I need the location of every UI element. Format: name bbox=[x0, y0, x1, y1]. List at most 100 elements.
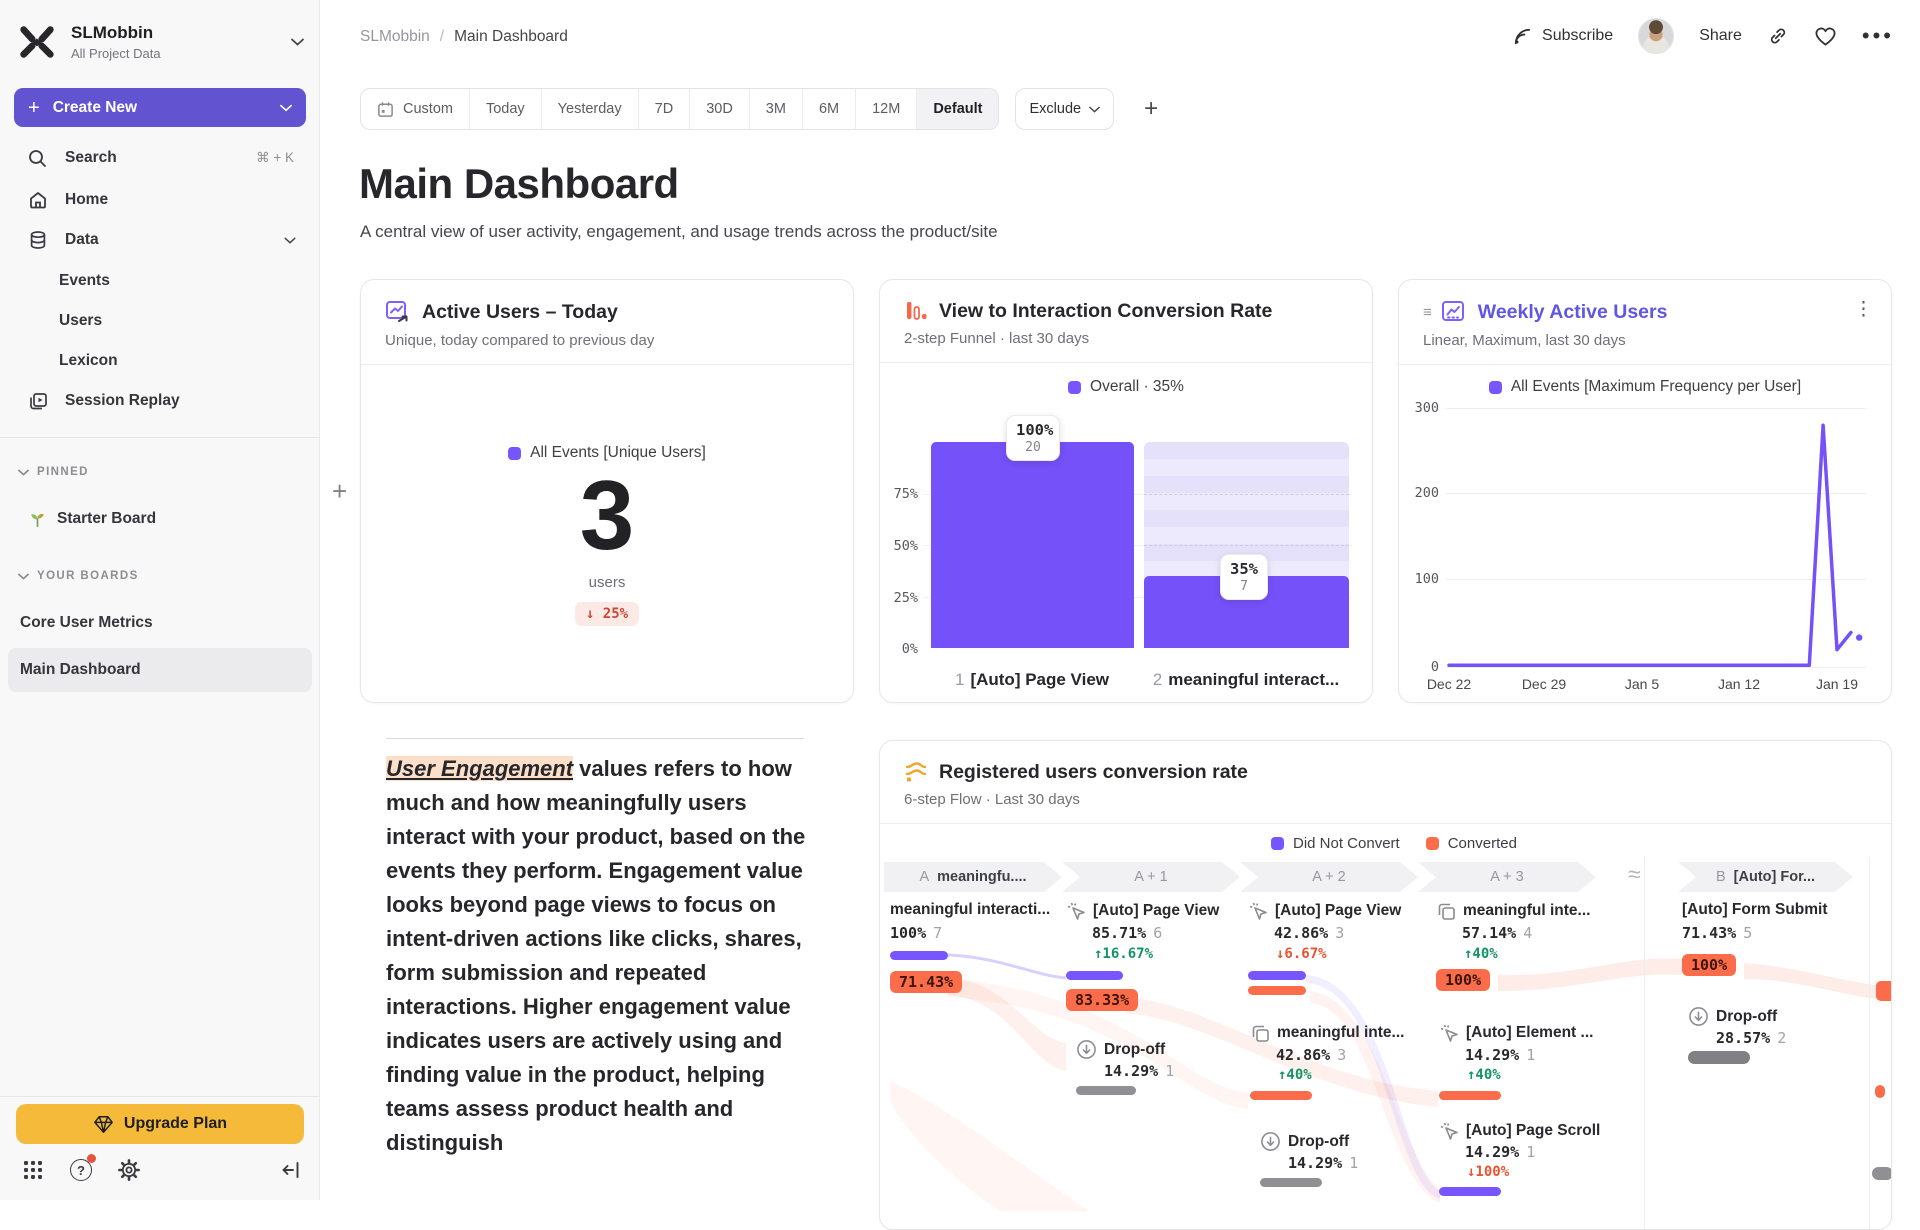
flow-node-stats: 57.14% 4 bbox=[1462, 924, 1533, 942]
flow-node-title[interactable]: meaningful inte... bbox=[1250, 1023, 1404, 1043]
text-note-card[interactable]: User Engagement values refers to how muc… bbox=[386, 752, 810, 1160]
did-not-convert-bar[interactable] bbox=[1066, 971, 1123, 980]
flow-node-title[interactable]: [Auto] Form Submit bbox=[1682, 901, 1828, 918]
sidebar-item-events[interactable]: Events bbox=[8, 262, 312, 300]
sidebar-item-core-user-metrics[interactable]: Core User Metrics bbox=[8, 604, 312, 642]
flow-node-title[interactable]: Drop-off bbox=[1260, 1131, 1349, 1152]
chevron-down-icon bbox=[291, 38, 304, 46]
add-card-button[interactable]: + bbox=[332, 476, 348, 506]
more-menu-icon[interactable]: ••• bbox=[1861, 23, 1894, 48]
your-boards-section-header[interactable]: YOUR BOARDS bbox=[18, 566, 298, 586]
subscribe-button[interactable]: Subscribe bbox=[1512, 26, 1613, 47]
workspace-switcher[interactable]: SLMobbin All Project Data bbox=[16, 16, 304, 68]
data-label: Data bbox=[65, 231, 99, 248]
apps-grid-icon[interactable] bbox=[20, 1157, 46, 1183]
sidebar-item-lexicon[interactable]: Lexicon bbox=[8, 342, 312, 380]
tab-12m[interactable]: 12M bbox=[856, 89, 918, 129]
flow-node-title[interactable]: meaningful inte... bbox=[1436, 901, 1590, 921]
add-date-range-button[interactable]: + bbox=[1144, 95, 1159, 122]
sidebar-item-session-replay[interactable]: Session Replay bbox=[8, 382, 312, 420]
tab-30d[interactable]: 30D bbox=[690, 89, 750, 129]
flow-column-header-a2[interactable]: A + 2 bbox=[1240, 862, 1418, 892]
flow-node-title[interactable]: Drop-off bbox=[1688, 1006, 1777, 1027]
funnel-bar-step-2-background[interactable] bbox=[1144, 442, 1349, 648]
legend-swatch bbox=[1488, 380, 1502, 394]
tab-yesterday[interactable]: Yesterday bbox=[542, 89, 639, 129]
your-boards-label: YOUR BOARDS bbox=[37, 570, 139, 582]
sidebar-item-main-dashboard[interactable]: Main Dashboard bbox=[8, 648, 312, 692]
exclude-dropdown[interactable]: Exclude bbox=[1015, 88, 1115, 130]
converted-badge[interactable]: 100% bbox=[1436, 969, 1491, 991]
converted-bar[interactable] bbox=[1248, 986, 1306, 995]
tab-default[interactable]: Default bbox=[917, 89, 999, 129]
drop-off-bar[interactable] bbox=[1688, 1051, 1750, 1064]
wau-line-chart[interactable] bbox=[1399, 280, 1893, 704]
drop-off-bar[interactable] bbox=[1260, 1178, 1322, 1187]
flow-node-title[interactable]: [Auto] Element ... bbox=[1439, 1023, 1593, 1043]
card-title[interactable]: Registered users conversion rate bbox=[939, 760, 1248, 783]
kebab-menu-icon[interactable]: ⋮ bbox=[1854, 299, 1873, 320]
legend: Overall · 35% bbox=[880, 378, 1372, 396]
favorite-heart-icon[interactable] bbox=[1814, 26, 1837, 47]
sidebar-item-users[interactable]: Users bbox=[8, 302, 312, 340]
card-subtitle: Unique, today compared to previous day bbox=[385, 332, 655, 349]
breadcrumb: SLMobbin / Main Dashboard bbox=[360, 28, 568, 46]
did-not-convert-bar[interactable] bbox=[890, 951, 948, 960]
share-button[interactable]: Share bbox=[1699, 27, 1742, 45]
card-weekly-active-users: ≡ Weekly Active Users Linear, Maximum, l… bbox=[1398, 279, 1892, 703]
sidebar-item-data[interactable]: Data bbox=[8, 221, 312, 259]
core-user-metrics-label: Core User Metrics bbox=[20, 614, 153, 631]
sidebar-item-home[interactable]: Home bbox=[8, 181, 312, 219]
flow-node-title[interactable]: Drop-off bbox=[1076, 1039, 1165, 1060]
flow-column-header-a[interactable]: A meaningfu.... bbox=[884, 862, 1062, 892]
flow-column-header-b[interactable]: B [Auto] For... bbox=[1678, 862, 1853, 892]
legend: All Events [Maximum Frequency per User] bbox=[1399, 378, 1891, 396]
flow-node-title[interactable]: meaningful interacti... bbox=[890, 901, 1051, 918]
did-not-convert-bar[interactable] bbox=[1439, 1187, 1501, 1196]
avatar[interactable] bbox=[1638, 18, 1675, 54]
drop-off-bar[interactable] bbox=[1076, 1086, 1136, 1095]
pinned-label: PINNED bbox=[37, 466, 89, 478]
help-icon[interactable]: ? bbox=[68, 1154, 96, 1183]
flow-column-header-a3[interactable]: A + 3 bbox=[1418, 862, 1596, 892]
settings-gear-icon[interactable] bbox=[116, 1157, 142, 1183]
breadcrumb-page[interactable]: Main Dashboard bbox=[454, 28, 568, 45]
flow-node-title[interactable]: [Auto] Page View bbox=[1066, 901, 1219, 921]
converted-bar[interactable] bbox=[1439, 1091, 1501, 1100]
card-title[interactable]: Weekly Active Users bbox=[1477, 300, 1668, 323]
tab-today[interactable]: Today bbox=[470, 89, 542, 129]
copy-link-icon[interactable] bbox=[1767, 25, 1789, 47]
tab-custom[interactable]: Custom bbox=[361, 89, 470, 129]
legend-label: Overall · 35% bbox=[1090, 378, 1184, 395]
create-new-button[interactable]: + Create New bbox=[14, 88, 306, 127]
flow-column-header-a1[interactable]: A + 1 bbox=[1062, 862, 1240, 892]
notification-dot bbox=[87, 1154, 96, 1163]
converted-badge[interactable]: 71.43% bbox=[890, 971, 963, 993]
y-axis-tick: 0 bbox=[1430, 659, 1439, 675]
pinned-section-header[interactable]: PINNED bbox=[18, 462, 298, 482]
breadcrumb-workspace[interactable]: SLMobbin bbox=[360, 28, 430, 45]
chevron-down-icon bbox=[18, 469, 29, 476]
drag-handle-icon[interactable]: ≡ bbox=[1423, 303, 1432, 321]
funnel-bar-step-1[interactable] bbox=[931, 442, 1134, 648]
tab-6m[interactable]: 6M bbox=[803, 89, 857, 129]
card-title[interactable]: Active Users – Today bbox=[422, 300, 618, 323]
tab-7d[interactable]: 7D bbox=[639, 89, 691, 129]
card-title[interactable]: View to Interaction Conversion Rate bbox=[939, 299, 1273, 322]
flow-node-title[interactable]: [Auto] Page View bbox=[1248, 901, 1401, 921]
upgrade-plan-button[interactable]: Upgrade Plan bbox=[16, 1104, 304, 1144]
converted-bar[interactable] bbox=[1250, 1091, 1312, 1100]
converted-badge[interactable]: 100% bbox=[1682, 954, 1737, 976]
converted-badge[interactable]: 83.33% bbox=[1066, 989, 1139, 1011]
did-not-convert-bar[interactable] bbox=[1248, 971, 1306, 980]
funnel-step-label-1[interactable]: 1 [Auto] Page View bbox=[954, 670, 1109, 689]
flow-node-stats: 42.86% 3 bbox=[1274, 924, 1345, 942]
card-subtitle: Linear, Maximum, last 30 days bbox=[1423, 332, 1626, 349]
sidebar-item-starter-board[interactable]: Starter Board bbox=[8, 500, 312, 538]
tab-3m[interactable]: 3M bbox=[750, 89, 803, 129]
sidebar-item-search[interactable]: Search ⌘ + K bbox=[8, 139, 312, 177]
flow-node-title[interactable]: [Auto] Page Scroll bbox=[1439, 1121, 1600, 1141]
collapse-sidebar-icon[interactable] bbox=[278, 1157, 304, 1183]
funnel-step-label-2[interactable]: 2 meaningful interact... bbox=[1152, 670, 1340, 689]
session-replay-label: Session Replay bbox=[65, 392, 180, 409]
